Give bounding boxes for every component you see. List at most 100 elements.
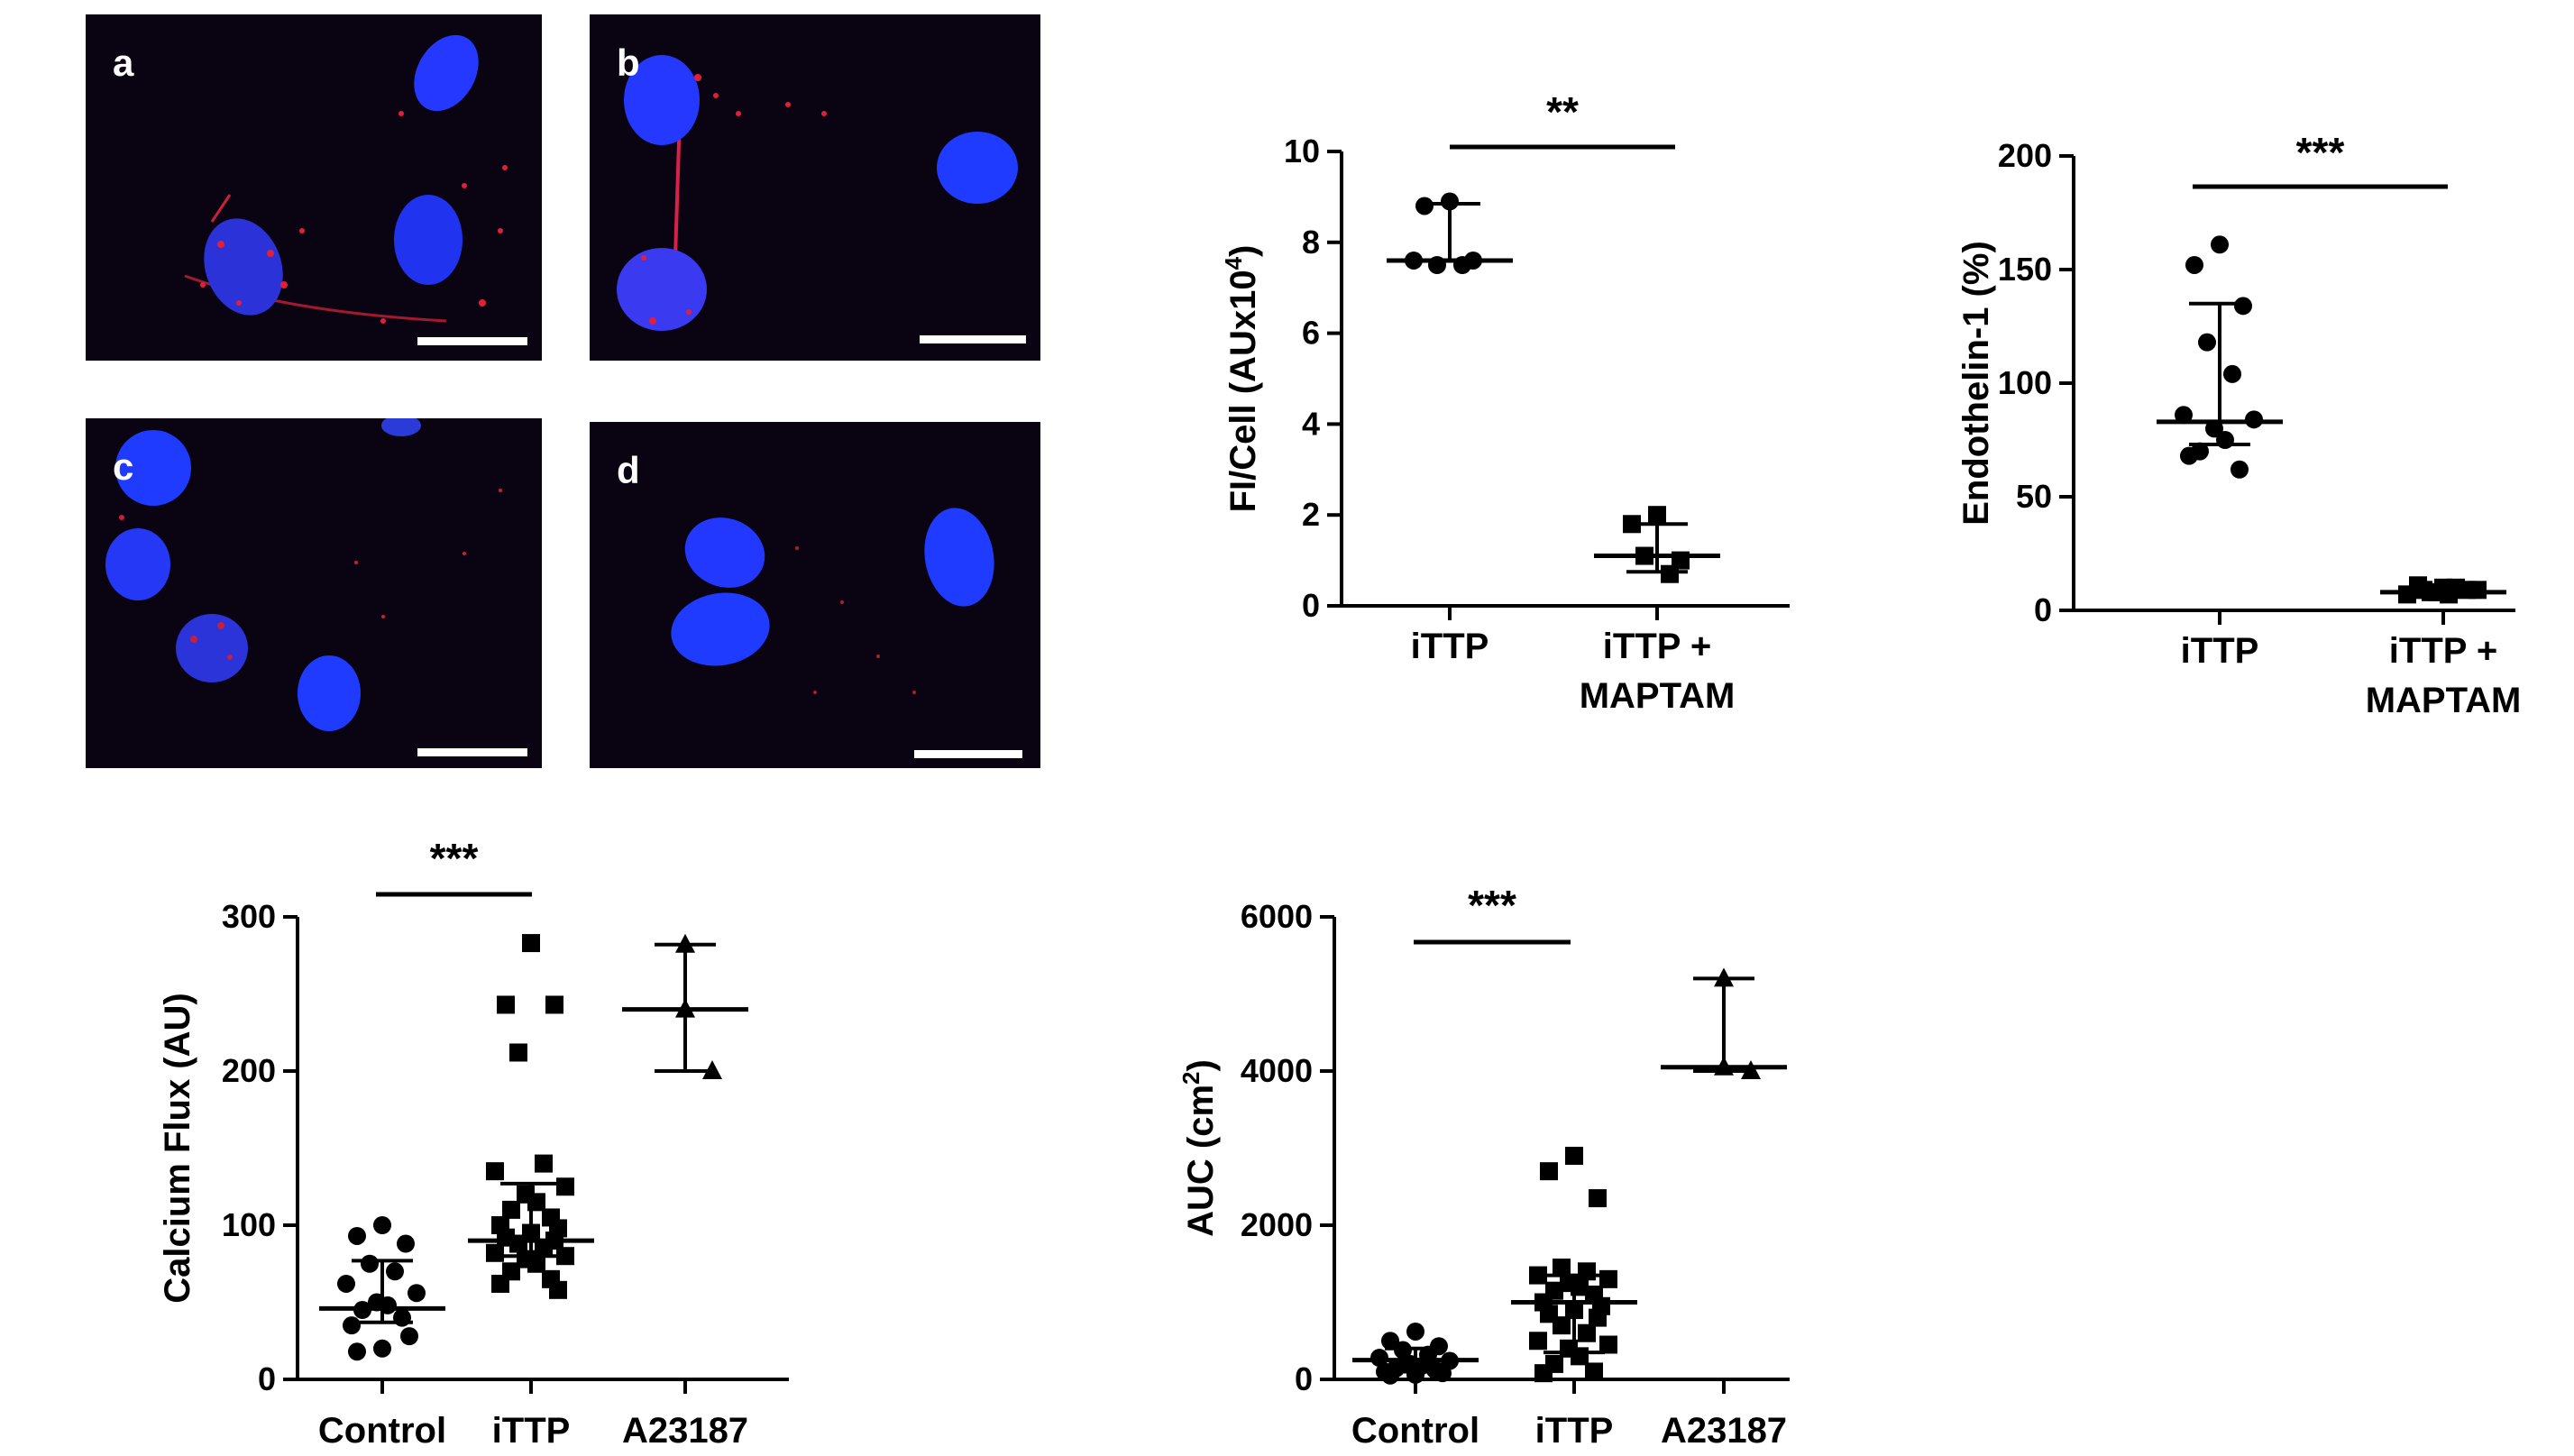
y-tick-label: 6 <box>1302 315 1320 352</box>
data-point <box>397 1234 415 1253</box>
y-tick-label: 200 <box>222 1052 276 1089</box>
micrograph-d-image <box>590 422 1040 768</box>
data-point <box>2211 235 2229 254</box>
micrograph-b: b <box>590 14 1040 361</box>
panel-letter: c <box>113 445 134 488</box>
data-point <box>1585 1362 1603 1381</box>
data-point <box>2180 446 2198 465</box>
scale-bar <box>914 750 1022 758</box>
y-tick-label: 100 <box>1998 364 2052 401</box>
data-point <box>509 1234 527 1253</box>
y-tick-label: 100 <box>222 1206 276 1243</box>
data-point <box>2245 410 2263 429</box>
y-tick-label: 4 <box>1302 405 1320 442</box>
data-point <box>1599 1269 1617 1288</box>
data-point <box>1553 1259 1571 1277</box>
data-point <box>373 1339 391 1358</box>
chart-1: 0 2 4 6 8 10 iTTP iTTP + MAPTAM FI/Cell (AUx104) *… <box>1220 88 1790 716</box>
data-point <box>509 1043 527 1062</box>
scale-bar <box>920 335 1026 343</box>
micrograph-d: d <box>590 422 1040 768</box>
data-point <box>1648 506 1666 525</box>
y-tick-label: 0 <box>1302 587 1320 624</box>
y-tick-label: 8 <box>1302 224 1320 261</box>
y-tick-label: 150 <box>1998 251 2052 288</box>
y-axis-label: Calcium Flux (AU) <box>158 993 197 1303</box>
y-tick-label: 50 <box>2016 478 2052 515</box>
data-point <box>556 1177 574 1196</box>
data-point <box>2223 364 2241 383</box>
data-point <box>343 1316 361 1335</box>
data-point <box>497 995 515 1014</box>
micrograph-b-image <box>590 14 1040 361</box>
data-point <box>502 1200 520 1219</box>
x-tick-label: Control <box>1351 1411 1479 1451</box>
data-point <box>491 1274 509 1293</box>
significance-label: ** <box>1546 88 1579 135</box>
data-point <box>527 1254 545 1273</box>
y-tick-label: 300 <box>222 898 276 935</box>
data-point <box>535 1154 553 1173</box>
x-tick-label: iTTP + <box>1603 627 1711 666</box>
y-tick-label: 0 <box>2034 591 2052 628</box>
x-tick-label: iTTP <box>2181 631 2259 671</box>
scale-bar <box>417 748 527 756</box>
chart-3: 0 100 200 300 Control iTTP A23187 Calcium Flux … <box>158 835 789 1451</box>
data-point <box>1529 1332 1547 1351</box>
data-point <box>1599 1335 1617 1354</box>
y-tick-label: 4000 <box>1241 1052 1313 1089</box>
chart-4: 0 2000 4000 6000 Control iTTP A23187 AUC (cm2) *… <box>1177 882 1790 1451</box>
data-point <box>2230 460 2249 479</box>
x-tick-label: iTTP + <box>2389 631 2497 671</box>
chart-2: 0 50 100 150 200 iTTP iTTP + MAPTAM Endothelin-1… <box>1956 129 2521 720</box>
data-point <box>408 1284 426 1303</box>
data-point <box>522 934 540 953</box>
data-point <box>1381 1366 1399 1385</box>
data-point <box>1553 1316 1571 1335</box>
data-point <box>1534 1364 1553 1383</box>
data-point <box>2234 297 2252 316</box>
data-point <box>1381 1332 1399 1351</box>
y-tick-label: 2 <box>1302 496 1320 533</box>
data-point <box>386 1262 404 1281</box>
data-point <box>1540 1162 1558 1181</box>
micrograph-c-image <box>86 418 542 768</box>
x-tick-label: iTTP <box>492 1411 571 1451</box>
x-tick-label: iTTP <box>1411 627 1489 666</box>
x-tick-label: MAPTAM <box>1580 676 1736 716</box>
panel-letter: b <box>617 41 640 84</box>
data-point <box>1661 564 1679 583</box>
data-point <box>549 1280 567 1299</box>
data-point <box>545 995 563 1014</box>
data-point <box>361 1254 379 1273</box>
x-tick-label: Control <box>318 1411 446 1451</box>
x-tick-label: MAPTAM <box>2366 681 2522 720</box>
data-point <box>1529 1266 1547 1285</box>
data-point <box>1589 1189 1607 1208</box>
y-tick-label: 0 <box>1295 1360 1313 1397</box>
significance-label: *** <box>2296 129 2345 176</box>
data-point <box>1406 1322 1424 1341</box>
y-axis-label: Endothelin-1 (%) <box>1956 241 1996 526</box>
data-point <box>535 1239 553 1258</box>
data-point <box>1565 1147 1583 1166</box>
data-point <box>1578 1262 1596 1281</box>
data-point <box>1415 197 1434 215</box>
x-tick-label: iTTP <box>1535 1411 1614 1451</box>
y-tick-label: 0 <box>258 1360 276 1397</box>
y-axis-label: FI/Cell (AUx104) <box>1220 245 1263 513</box>
x-tick-label: A23187 <box>622 1411 748 1451</box>
data-point <box>1578 1323 1596 1342</box>
data-point <box>2198 333 2216 352</box>
data-point <box>348 1226 366 1245</box>
x-tick-label: A23187 <box>1661 1411 1787 1451</box>
significance-label: *** <box>430 835 479 882</box>
y-tick-label: 200 <box>1998 137 2052 174</box>
data-point <box>2185 255 2203 274</box>
data-point <box>400 1327 418 1346</box>
y-tick-label: 6000 <box>1241 898 1313 935</box>
data-point <box>337 1274 355 1293</box>
scale-bar <box>417 337 527 345</box>
data-point <box>1589 1308 1607 1327</box>
